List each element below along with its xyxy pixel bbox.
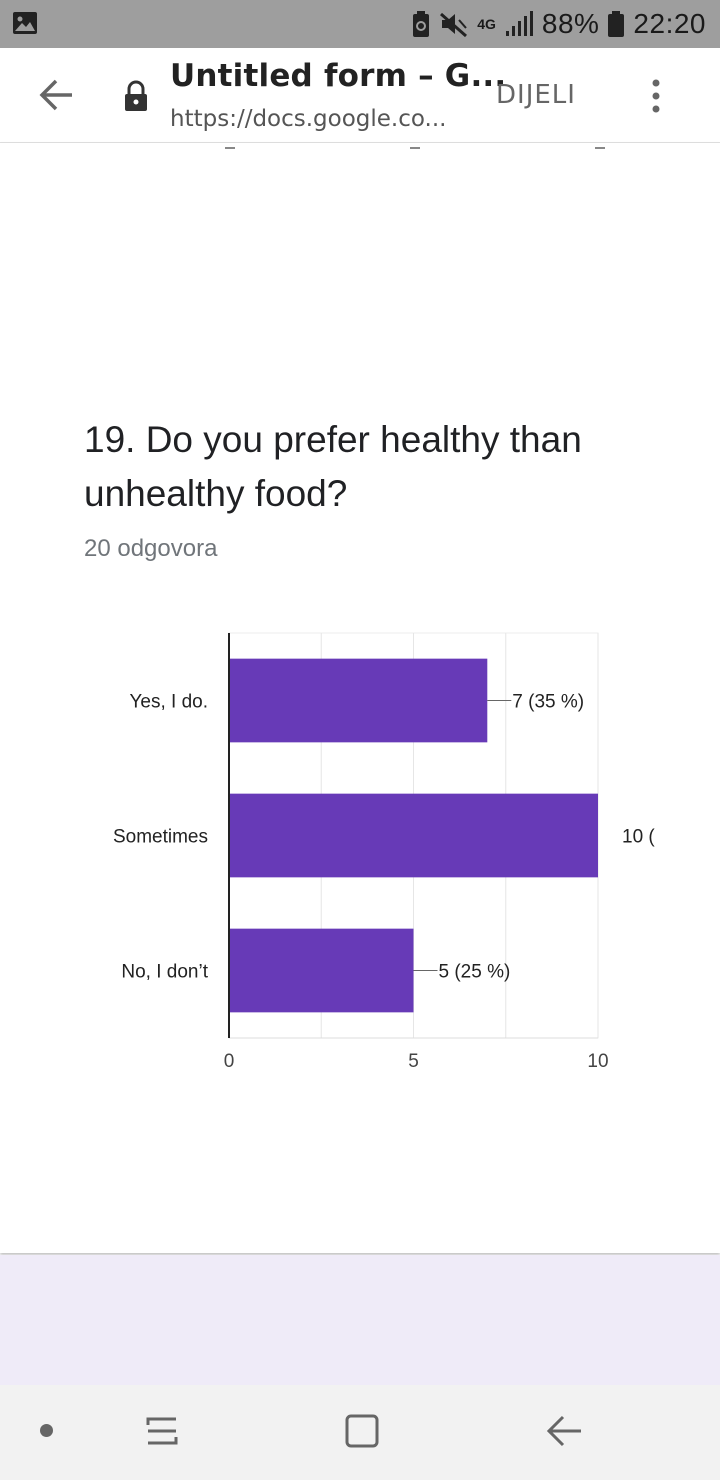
more-vert-icon[interactable] bbox=[646, 78, 666, 114]
category-label: No, I don’t bbox=[121, 962, 208, 983]
lock-icon bbox=[125, 80, 147, 111]
page-url: https://docs.google.co... bbox=[170, 106, 447, 132]
previous-chart-cut-off bbox=[0, 143, 720, 151]
data-label: 10 ( bbox=[622, 827, 655, 848]
page-title: Untitled form – G... bbox=[170, 58, 507, 94]
category-label: Yes, I do. bbox=[129, 692, 208, 713]
x-tick-label: 0 bbox=[224, 1051, 235, 1072]
x-tick-label: 5 bbox=[408, 1051, 419, 1072]
bar-chart: Yes, I do. 7 (35 %) Sometimes 10 ( No, I don… bbox=[113, 632, 655, 1072]
system-nav-bar bbox=[0, 1385, 720, 1480]
browser-app-bar: Untitled form – G... https://docs.google… bbox=[0, 48, 720, 143]
network-type: 4G bbox=[477, 16, 496, 32]
category-label: Sometimes bbox=[113, 827, 208, 848]
question-title: 19. Do you prefer healthy than unhealthy… bbox=[84, 419, 582, 514]
mute-icon bbox=[440, 12, 468, 38]
response-card: 19. Do you prefer healthy than unhealthy… bbox=[0, 143, 720, 1253]
signal-icon bbox=[505, 11, 533, 36]
clock: 22:20 bbox=[633, 8, 706, 39]
back-icon[interactable] bbox=[545, 1413, 585, 1449]
data-label: 7 (35 %) bbox=[512, 692, 584, 713]
status-bar: 4G 88% 22:20 bbox=[0, 0, 720, 48]
bar-2[interactable] bbox=[229, 793, 598, 878]
battery-saver-icon bbox=[413, 11, 430, 37]
data-label: 5 (25 %) bbox=[439, 962, 511, 983]
home-icon[interactable] bbox=[342, 1411, 382, 1451]
back-arrow-icon[interactable] bbox=[36, 77, 76, 113]
battery-percent: 88% bbox=[541, 8, 600, 39]
battery-icon bbox=[608, 11, 625, 37]
page-background bbox=[0, 1255, 720, 1385]
share-button[interactable]: DIJELI bbox=[496, 80, 576, 110]
gallery-icon bbox=[13, 12, 37, 34]
bar-3[interactable] bbox=[229, 928, 414, 1013]
dot-icon[interactable] bbox=[40, 1424, 53, 1437]
bar-1[interactable] bbox=[229, 658, 488, 743]
response-count: 20 odgovora bbox=[84, 535, 218, 562]
recents-icon[interactable] bbox=[142, 1411, 182, 1451]
x-tick-label: 10 bbox=[587, 1051, 608, 1072]
